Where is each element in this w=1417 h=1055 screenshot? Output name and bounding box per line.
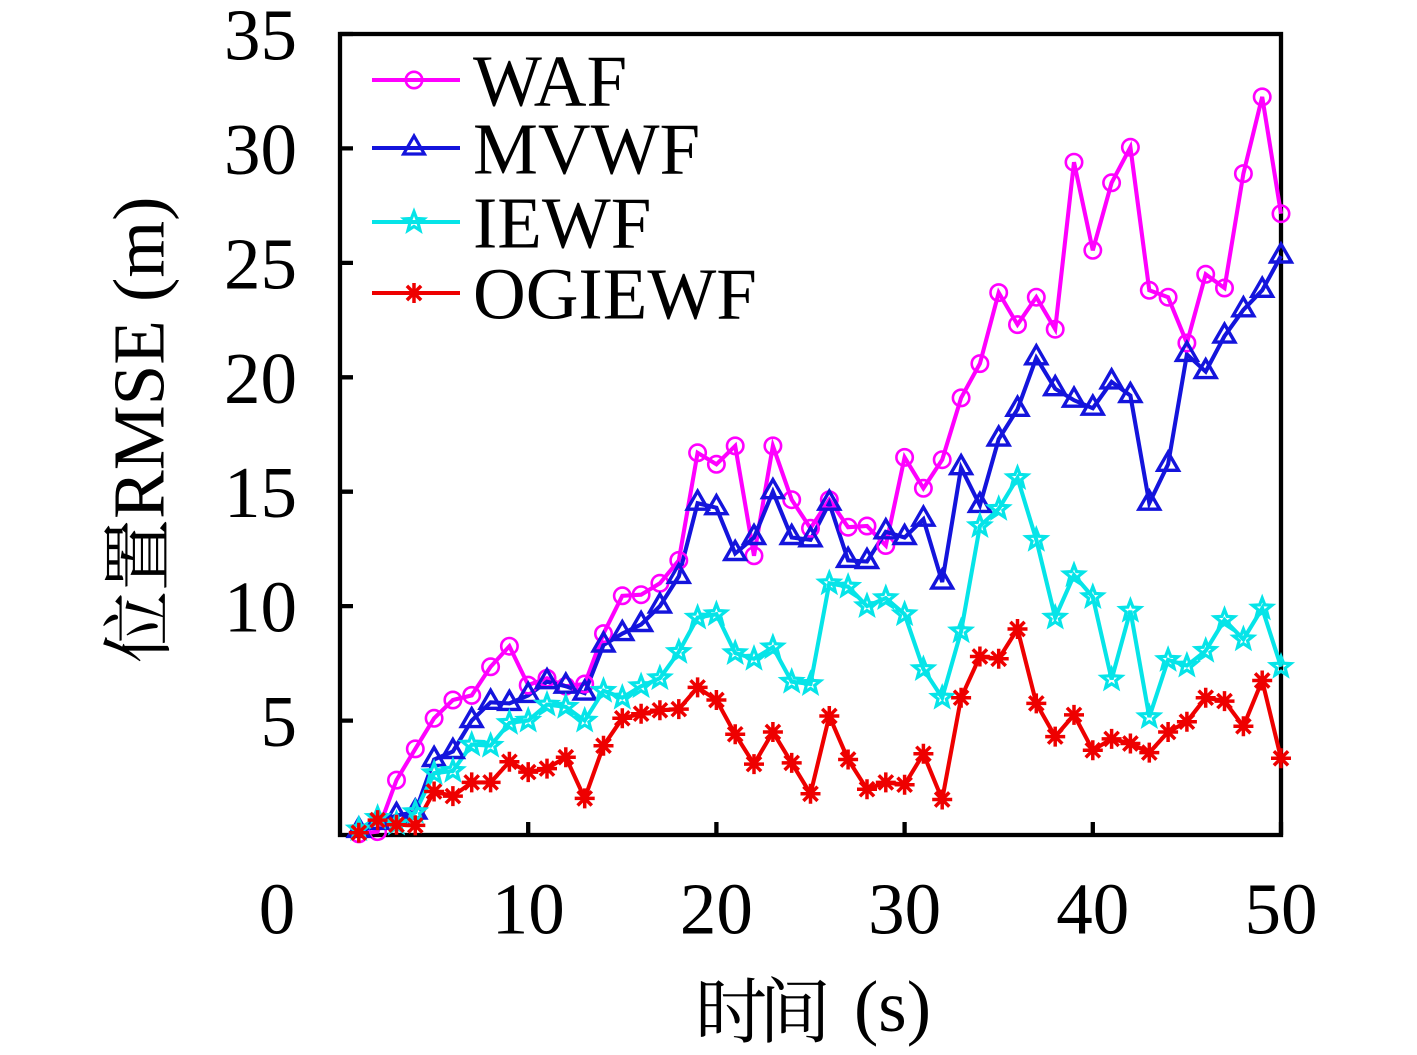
svg-text:30: 30: [224, 109, 297, 190]
svg-text:20: 20: [224, 338, 297, 419]
svg-text:10: 10: [224, 567, 297, 648]
svg-text:WAF: WAF: [473, 41, 627, 122]
svg-text:50: 50: [1245, 869, 1318, 950]
svg-text:15: 15: [224, 452, 297, 533]
svg-text:IEWF: IEWF: [473, 183, 651, 264]
svg-text:40: 40: [1056, 869, 1129, 950]
svg-text:35: 35: [224, 0, 297, 76]
svg-text:OGIEWF: OGIEWF: [473, 254, 757, 335]
svg-text:0: 0: [259, 869, 296, 950]
svg-text:MVWF: MVWF: [473, 109, 700, 190]
svg-text:5: 5: [261, 681, 298, 762]
svg-text:30: 30: [868, 869, 941, 950]
svg-text:(s): (s): [854, 966, 931, 1047]
svg-text:25: 25: [224, 223, 297, 304]
svg-text:20: 20: [680, 869, 753, 950]
svg-text:RMSE (m): RMSE (m): [99, 197, 180, 519]
svg-text:10: 10: [492, 869, 565, 950]
